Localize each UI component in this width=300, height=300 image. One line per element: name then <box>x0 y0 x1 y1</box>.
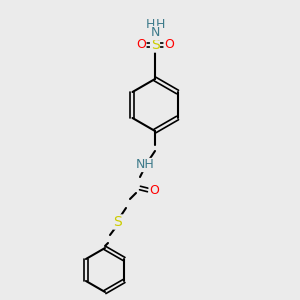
Text: S: S <box>151 38 159 52</box>
Text: NH: NH <box>136 158 154 172</box>
Text: S: S <box>114 215 122 229</box>
Text: H: H <box>145 19 155 32</box>
Text: N: N <box>150 26 160 40</box>
Text: O: O <box>136 38 146 52</box>
Text: H: H <box>155 19 165 32</box>
Text: O: O <box>164 38 174 52</box>
Text: O: O <box>149 184 159 196</box>
